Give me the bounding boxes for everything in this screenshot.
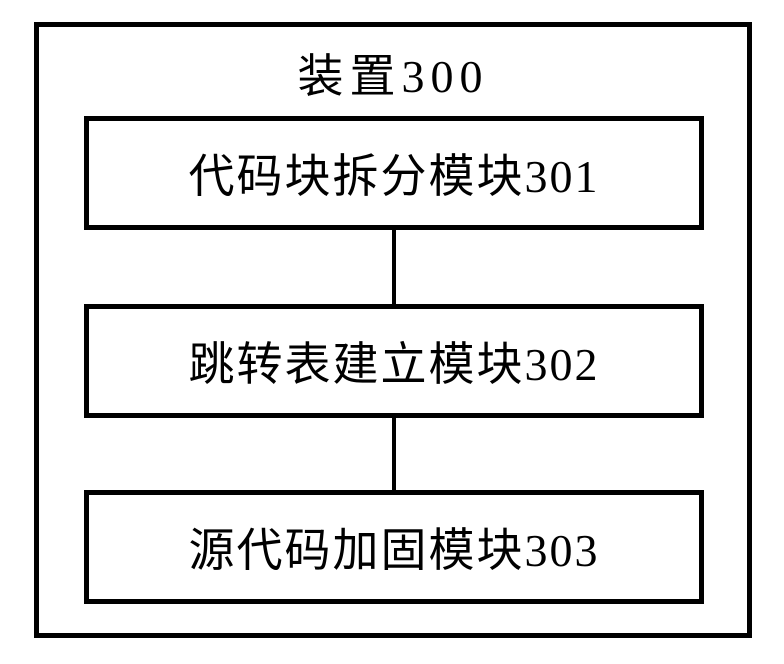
- module-label: 源代码加固模块303: [189, 514, 600, 580]
- connector-302-303: [392, 418, 396, 490]
- module-box-302: 跳转表建立模块302: [84, 304, 704, 418]
- diagram-canvas: 装置300 代码块拆分模块301 跳转表建立模块302 源代码加固模块303: [0, 0, 784, 664]
- module-label: 代码块拆分模块301: [189, 140, 600, 206]
- module-box-301: 代码块拆分模块301: [84, 116, 704, 230]
- device-title: 装置300: [34, 40, 752, 106]
- connector-301-302: [392, 230, 396, 304]
- module-box-303: 源代码加固模块303: [84, 490, 704, 604]
- module-label: 跳转表建立模块302: [189, 328, 600, 394]
